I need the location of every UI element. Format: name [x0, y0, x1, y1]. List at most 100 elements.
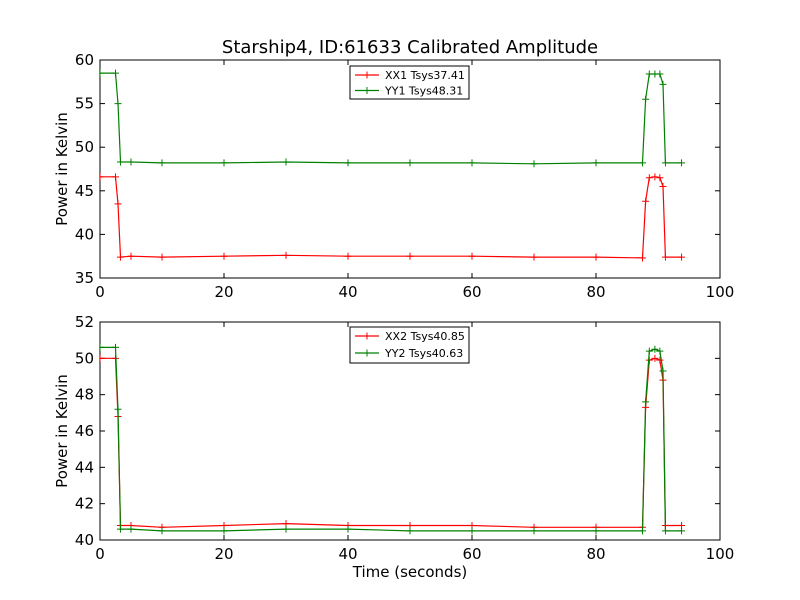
- legend-box: [349, 326, 470, 364]
- data-point-marker: [344, 525, 352, 533]
- data-point-marker: [406, 527, 414, 535]
- y-tick-label: 40: [75, 531, 94, 549]
- y-axis-label: Power in Kelvin: [53, 112, 71, 226]
- data-point-marker: [678, 253, 686, 261]
- y-tick-label: 42: [75, 495, 94, 513]
- data-point-marker: [659, 182, 667, 190]
- legend-marker: [363, 87, 371, 94]
- data-point-marker: [678, 159, 686, 167]
- data-point-marker: [659, 80, 667, 88]
- series-yy2: [100, 343, 686, 535]
- y-axis-label: Power in Kelvin: [53, 374, 71, 488]
- chart-panel-1: 0 20 40 60 80 100 35 40 45 50 55 60 Power in Kelvin X…: [53, 51, 734, 301]
- data-point-marker: [406, 252, 414, 260]
- data-point-marker: [112, 173, 119, 181]
- data-point-marker: [651, 354, 659, 362]
- data-point-marker: [116, 253, 124, 261]
- data-point-marker: [158, 253, 166, 261]
- plot-area-frame: [99, 59, 721, 279]
- data-point-marker: [114, 200, 122, 208]
- x-tick-label: 40: [338, 283, 357, 301]
- y-tick-label: 40: [75, 225, 94, 243]
- data-point-marker: [112, 69, 119, 77]
- legend-label: XX2 Tsys40.85: [385, 330, 465, 343]
- y-tick-label: 60: [75, 51, 94, 69]
- series-yy1: [100, 69, 686, 168]
- data-point-marker: [642, 398, 650, 406]
- data-point-marker: [220, 527, 228, 535]
- legend-marker: [363, 71, 371, 79]
- x-tick-label: 60: [462, 283, 481, 301]
- data-point-marker: [656, 70, 664, 78]
- data-point-marker: [100, 354, 104, 362]
- data-point-marker: [114, 100, 122, 108]
- data-point-marker: [100, 343, 104, 351]
- data-point-marker: [530, 160, 538, 168]
- data-point-marker: [100, 69, 104, 77]
- data-point-marker: [651, 173, 659, 181]
- data-point-marker: [127, 525, 135, 533]
- data-point-marker: [645, 347, 653, 355]
- data-point-marker: [661, 159, 669, 167]
- x-tick-label: 100: [706, 545, 735, 563]
- chart-panel-2: 0 20 40 60 80 100 40 42 44 46 48 50 52 Power in Kelvi…: [53, 313, 734, 581]
- y-tick-label: 35: [75, 269, 94, 287]
- data-point-marker: [592, 253, 600, 261]
- x-axis-label: Time (seconds): [352, 563, 468, 581]
- data-point-marker: [592, 159, 600, 167]
- data-point-marker: [642, 95, 650, 103]
- data-point-marker: [468, 252, 476, 260]
- data-point-marker: [592, 527, 600, 535]
- data-point-marker: [220, 159, 228, 167]
- x-tick-label: 100: [706, 283, 735, 301]
- series-line: [100, 346, 682, 532]
- legend-marker: [363, 349, 371, 357]
- data-point-marker: [530, 527, 538, 535]
- series-line: [100, 357, 682, 528]
- x-tick-label: 80: [586, 283, 605, 301]
- data-point-marker: [656, 356, 664, 364]
- data-point-marker: [220, 252, 228, 260]
- data-point-marker: [344, 252, 352, 260]
- y-tick-label: 52: [75, 313, 94, 331]
- data-point-marker: [661, 527, 669, 535]
- data-point-marker: [127, 158, 135, 166]
- series-line: [100, 176, 682, 259]
- data-point-marker: [530, 253, 538, 261]
- x-tick-label: 20: [214, 283, 233, 301]
- data-point-marker: [656, 347, 664, 355]
- data-point-marker: [639, 159, 646, 167]
- data-point-marker: [282, 525, 290, 533]
- data-point-marker: [282, 158, 290, 166]
- y-tick-label: 44: [75, 458, 94, 476]
- x-tick-label: 0: [95, 283, 105, 301]
- x-tick-label: 80: [586, 545, 605, 563]
- x-tick-label: 20: [214, 545, 233, 563]
- data-point-marker: [656, 174, 664, 182]
- y-tick-label: 50: [75, 349, 94, 367]
- data-point-marker: [100, 173, 104, 181]
- legend-box: [349, 65, 470, 100]
- data-point-marker: [344, 159, 352, 167]
- data-point-marker: [468, 527, 476, 535]
- data-point-marker: [661, 253, 669, 261]
- data-point-marker: [158, 159, 166, 167]
- x-tick-label: 60: [462, 545, 481, 563]
- data-point-marker: [468, 159, 476, 167]
- legend: XX1 Tsys37.41 YY1 Tsys48.31: [349, 65, 470, 100]
- data-point-marker: [116, 158, 124, 166]
- data-point-marker: [639, 527, 646, 535]
- y-tick-label: 48: [75, 386, 94, 404]
- data-point-marker: [116, 525, 124, 533]
- y-tick-label: 45: [75, 182, 94, 200]
- y-tick-label: 46: [75, 422, 94, 440]
- legend: XX2 Tsys40.85 YY2 Tsys40.63: [349, 326, 470, 364]
- data-point-marker: [645, 174, 653, 182]
- data-point-marker: [639, 254, 646, 262]
- data-point-marker: [282, 251, 290, 259]
- data-point-marker: [127, 252, 135, 260]
- y-tick-label: 55: [75, 95, 94, 113]
- chart-title: Starship4, ID:61633 Calibrated Amplitude: [222, 37, 598, 58]
- x-tick-label: 0: [95, 545, 105, 563]
